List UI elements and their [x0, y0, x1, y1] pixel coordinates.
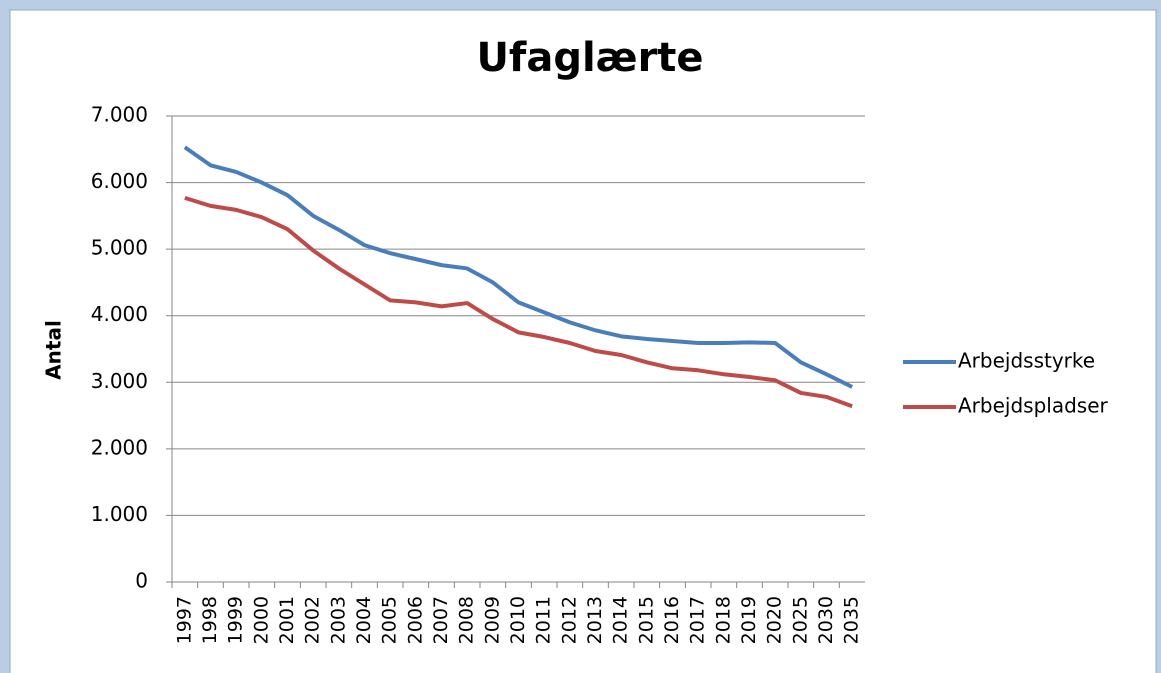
x-tick-label: 2015 [635, 596, 657, 644]
y-tick-label: 0 [135, 569, 148, 593]
x-tick-label: 2035 [841, 596, 863, 644]
x-tick-label: 1999 [225, 596, 247, 644]
x-tick-label: 2012 [558, 596, 580, 644]
legend-label: Arbejdspladser [958, 394, 1109, 418]
x-tick-label: 2000 [250, 596, 272, 644]
y-axis-label: Antal [42, 320, 66, 380]
x-tick-label: 2019 [738, 596, 760, 644]
x-tick-label: 2010 [507, 596, 529, 644]
series-line [183, 145, 854, 389]
x-tick-label: 1998 [199, 596, 221, 644]
x-tick-label: 2030 [815, 596, 837, 644]
chart-area [9, 9, 1157, 673]
y-tick-label: 4.000 [91, 302, 148, 326]
x-tick-label: 2001 [276, 596, 298, 644]
x-tick-label: 2020 [764, 596, 786, 644]
x-tick-label: 2005 [379, 596, 401, 644]
x-tick-label: 2014 [610, 596, 632, 644]
y-tick-label: 5.000 [91, 236, 148, 260]
x-tick-label: 2013 [584, 596, 606, 644]
x-tick-label: 2025 [789, 596, 811, 644]
y-tick-label: 3.000 [91, 369, 148, 393]
y-tick-label: 1.000 [91, 502, 148, 526]
x-tick-label: 2003 [327, 596, 349, 644]
chart-title: Ufaglærte [476, 35, 703, 81]
x-tick-label: 2009 [481, 596, 503, 644]
y-tick-label: 7.000 [91, 103, 148, 127]
x-tick-label: 2011 [533, 596, 555, 644]
x-tick-label: 2004 [353, 596, 375, 644]
series-line [184, 195, 853, 409]
legend-label: Arbejdsstyrke [958, 349, 1095, 373]
y-tick-label: 6.000 [91, 169, 148, 193]
x-tick-label: 2018 [712, 596, 734, 644]
x-tick-label: 2008 [456, 596, 478, 644]
x-tick-label: 2006 [404, 596, 426, 644]
y-tick-label: 2.000 [91, 435, 148, 459]
x-tick-label: 1997 [173, 596, 195, 644]
x-tick-label: 2002 [302, 596, 324, 644]
x-tick-label: 2016 [661, 596, 683, 644]
x-tick-label: 2017 [687, 596, 709, 644]
x-tick-label: 2007 [430, 596, 452, 644]
